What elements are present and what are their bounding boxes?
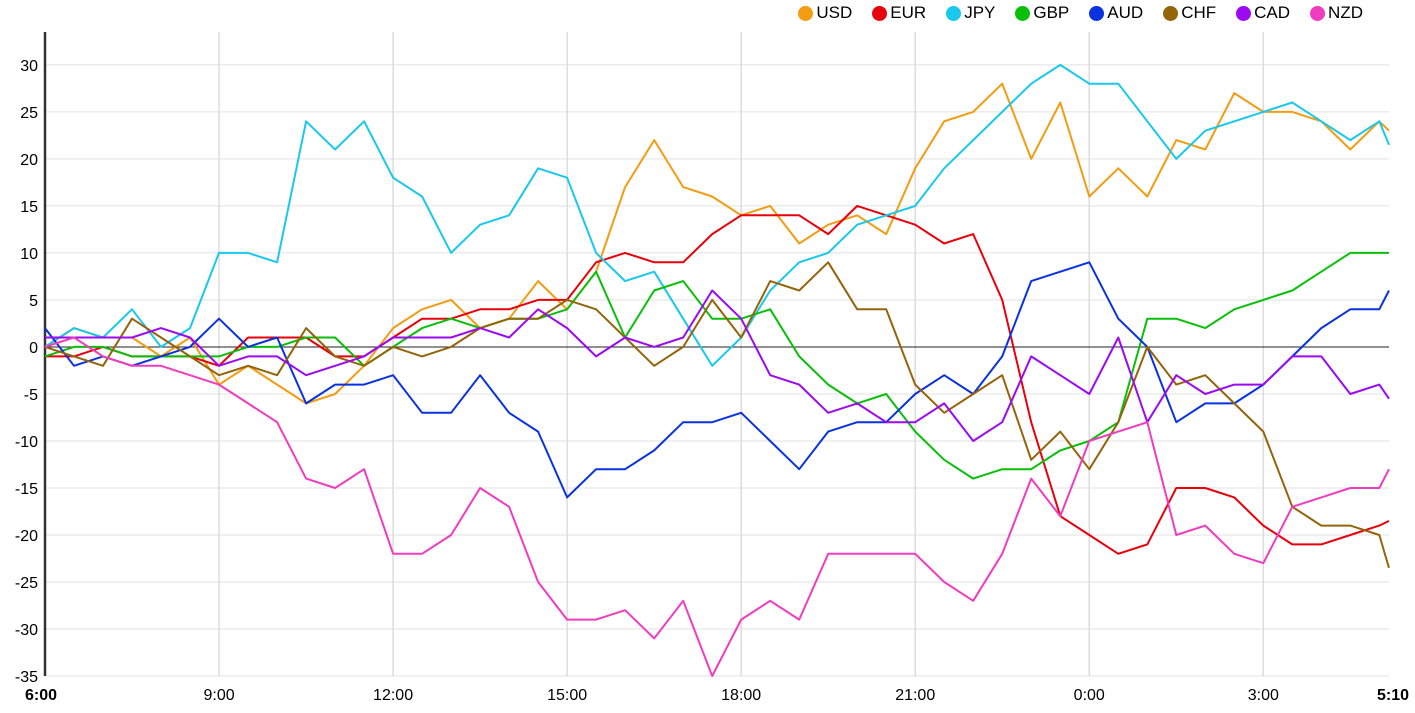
y-tick-label: -10: [15, 434, 38, 451]
y-tick-label: 20: [20, 152, 38, 169]
legend-label: JPY: [964, 3, 996, 22]
x-tick-label: 15:00: [547, 687, 587, 704]
x-tick-label: 3:00: [1248, 687, 1279, 704]
series-line-cad: [45, 289, 1390, 442]
series-line-usd: [44, 82, 1390, 405]
series-line-eur: [45, 204, 1390, 555]
legend-label: USD: [816, 3, 853, 22]
legend-label: EUR: [890, 3, 927, 22]
y-tick-label: 25: [20, 105, 38, 122]
y-tick-label: -35: [15, 669, 38, 686]
legend: USD EUR JPY GBP AUD CHF CAD NZD: [798, 3, 1363, 23]
legend-dot-icon: [1163, 5, 1179, 21]
legend-item-gbp[interactable]: GBP: [1015, 3, 1069, 23]
legend-label: GBP: [1033, 3, 1070, 22]
y-axis: -35 -30 -25 -20 -15 -10 -5 0 5 10 15 20 25 30: [15, 32, 47, 686]
legend-dot-icon: [798, 5, 814, 21]
legend-item-usd[interactable]: USD: [798, 3, 852, 23]
x-tick-label: 6:00: [25, 687, 57, 704]
legend-item-aud[interactable]: AUD: [1089, 3, 1143, 23]
legend-item-chf[interactable]: CHF: [1163, 3, 1216, 23]
x-tick-label: 12:00: [373, 687, 413, 704]
x-tick-label: 5:10: [1377, 687, 1409, 704]
x-axis: 6:00 9:00 12:00 15:00 18:00 21:00 0:00 3:00 5:10: [25, 687, 1409, 704]
x-tick-label: 9:00: [203, 687, 234, 704]
legend-dot-icon: [1236, 5, 1252, 21]
series-line-chf: [44, 261, 1390, 569]
y-tick-label: -15: [15, 481, 38, 498]
y-tick-label: 15: [20, 199, 38, 216]
legend-dot-icon: [946, 5, 962, 21]
x-tick-label: 21:00: [895, 687, 935, 704]
legend-label: CAD: [1254, 3, 1291, 22]
legend-item-nzd[interactable]: NZD: [1310, 3, 1363, 23]
legend-label: CHF: [1181, 3, 1217, 22]
legend-dot-icon: [1015, 5, 1031, 21]
legend-dot-icon: [1310, 5, 1326, 21]
legend-label: AUD: [1107, 3, 1144, 22]
grid: [45, 32, 1389, 677]
y-tick-label: 0: [29, 340, 38, 357]
series-line-aud: [44, 261, 1390, 499]
y-tick-label: 5: [29, 293, 38, 310]
x-tick-label: 18:00: [721, 687, 761, 704]
legend-label: NZD: [1328, 3, 1363, 22]
series-line-jpy: [44, 63, 1390, 367]
y-tick-label: -30: [15, 622, 38, 639]
y-tick-label: -20: [15, 528, 38, 545]
x-tick-label: 0:00: [1074, 687, 1105, 704]
legend-item-cad[interactable]: CAD: [1236, 3, 1290, 23]
y-tick-label: 10: [20, 246, 38, 263]
legend-item-jpy[interactable]: JPY: [946, 3, 995, 23]
legend-dot-icon: [1089, 5, 1105, 21]
series-lines: [44, 63, 1390, 677]
y-tick-label: -25: [15, 575, 38, 592]
y-tick-label: 30: [20, 58, 38, 75]
legend-item-eur[interactable]: EUR: [872, 3, 926, 23]
series-line-nzd: [44, 336, 1390, 677]
legend-dot-icon: [872, 5, 888, 21]
y-tick-label: -5: [24, 387, 38, 404]
